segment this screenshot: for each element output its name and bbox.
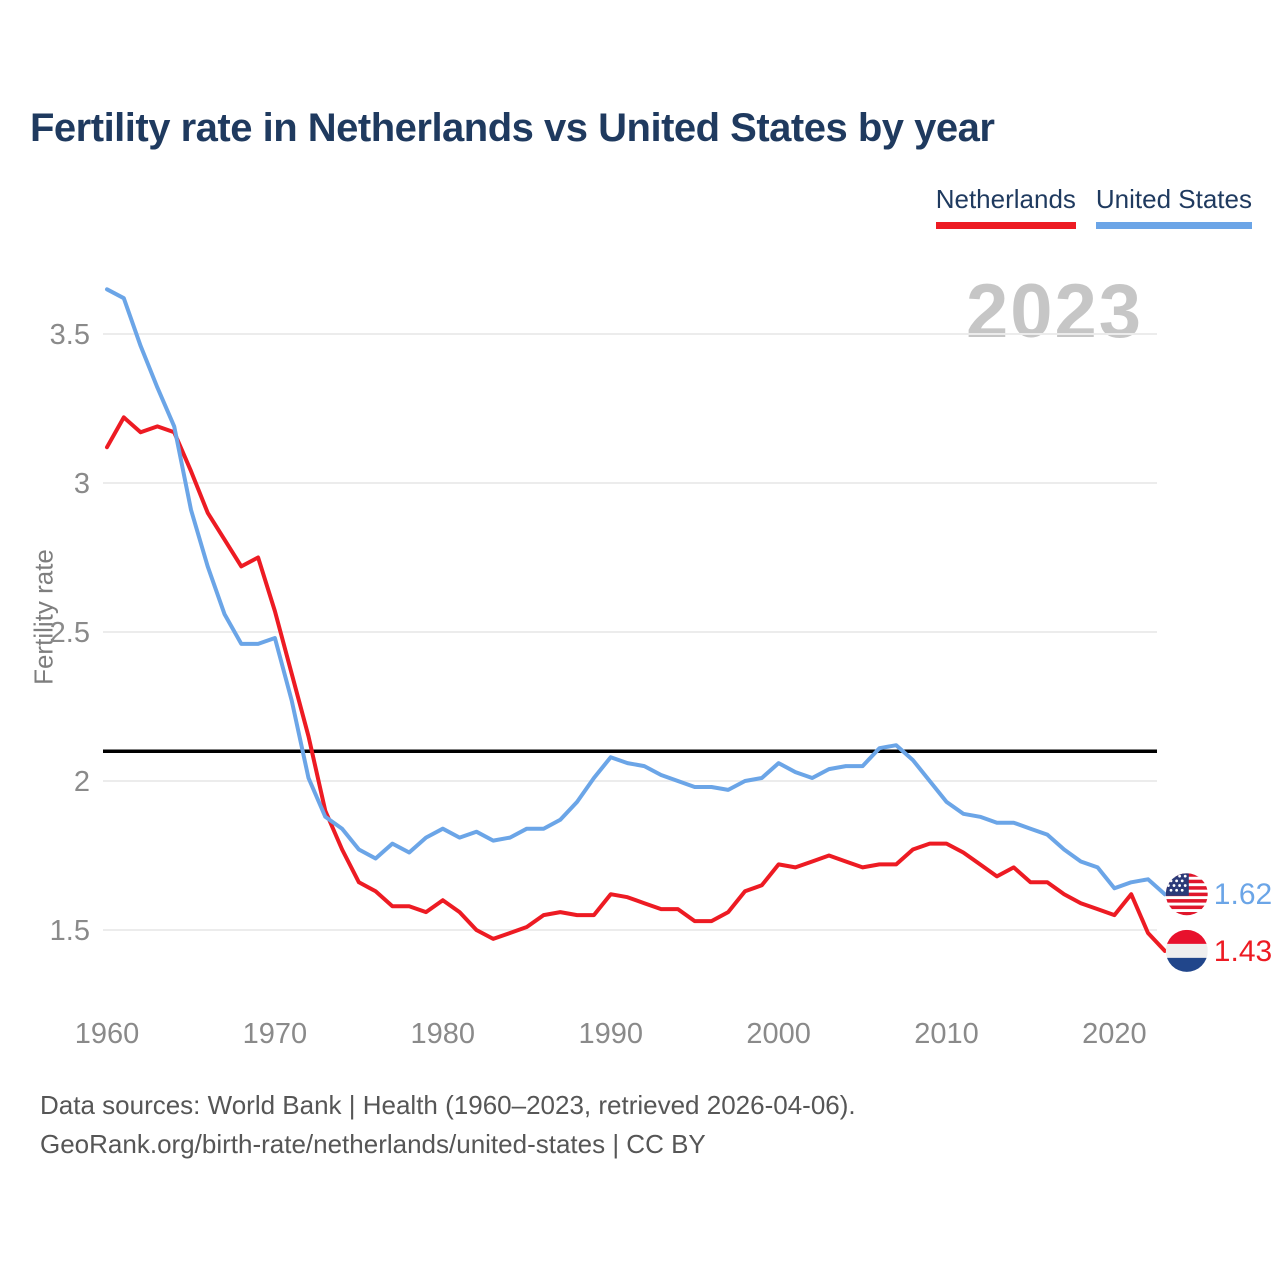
netherlands-end-value-label: 1.43 <box>1214 935 1272 968</box>
x-tick-label: 2020 <box>1082 1018 1147 1050</box>
y-gridlines <box>103 333 1157 931</box>
x-tick-label: 2000 <box>746 1018 811 1050</box>
footer: Data sources: World Bank | Health (1960–… <box>40 1086 856 1164</box>
legend-item-united-states[interactable]: United States <box>1095 184 1252 229</box>
legend-label-netherlands: Netherlands <box>935 184 1076 214</box>
us-flag-icon <box>1165 873 1208 916</box>
x-tick-label: 1990 <box>578 1018 643 1050</box>
x-tick-label: 1960 <box>75 1018 140 1050</box>
footer-data-sources: Data sources: World Bank | Health (1960–… <box>40 1090 856 1120</box>
footer-attribution: GeoRank.org/birth-rate/netherlands/unite… <box>40 1129 706 1159</box>
y-tick-label: 1.5 <box>50 915 90 947</box>
x-tick-label: 2010 <box>914 1018 979 1050</box>
x-tick-label: 1970 <box>243 1018 308 1050</box>
legend-item-netherlands[interactable]: Netherlands <box>935 184 1076 229</box>
y-tick-label: 3.5 <box>50 319 90 351</box>
y-tick-label: 3 <box>74 468 90 500</box>
netherlands-line <box>105 415 1167 953</box>
x-tick-label: 1980 <box>411 1018 476 1050</box>
legend: Netherlands United States <box>935 184 1252 229</box>
united-states-line <box>105 287 1167 897</box>
watermark-year: 2023 <box>966 269 1144 354</box>
legend-label-united-states: United States <box>1095 184 1252 214</box>
netherlands-flag-icon <box>1165 929 1208 972</box>
y-tick-label: 2.5 <box>50 617 90 649</box>
y-tick-label: 2 <box>74 766 90 798</box>
x-axis-tick-labels: 1960 1970 1980 1990 2000 2010 2020 <box>75 1018 1147 1050</box>
chart-title: Fertility rate in Netherlands vs United … <box>30 106 995 150</box>
us-end-value-label: 1.62 <box>1214 878 1272 911</box>
y-axis-tick-labels: 1.5 2 2.5 3 3.5 <box>50 319 90 947</box>
